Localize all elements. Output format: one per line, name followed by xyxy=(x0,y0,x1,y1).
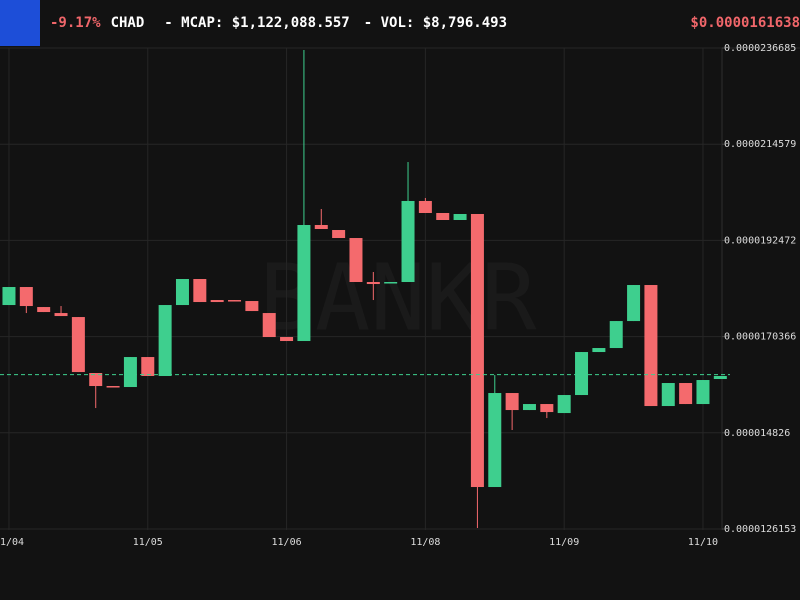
candle-body xyxy=(314,225,328,230)
y-tick-label: 0.0000170366 xyxy=(724,332,796,343)
candle-body xyxy=(71,317,85,373)
candle-body xyxy=(89,373,103,387)
market-cap: - MCAP: $1,122,088.557 xyxy=(164,15,350,31)
y-tick-label: 0.0000236685 xyxy=(724,43,796,54)
candle-body xyxy=(228,300,242,302)
candle-body xyxy=(245,301,259,312)
candle-body xyxy=(106,386,120,388)
price-change: -9.17% xyxy=(50,15,101,31)
candle-body xyxy=(19,287,33,307)
candle-body xyxy=(436,212,450,221)
candle-body xyxy=(2,287,16,306)
candle-body xyxy=(505,393,519,411)
candle-body xyxy=(592,348,606,353)
candle-body xyxy=(713,376,727,380)
candle-body xyxy=(262,313,276,338)
candle-body xyxy=(384,282,398,284)
current-price: $0.0000161638 xyxy=(690,15,800,31)
candle-body xyxy=(661,383,675,407)
candle-body xyxy=(696,380,710,405)
x-tick-label: 11/04 xyxy=(0,537,24,548)
candle-body xyxy=(141,357,155,377)
x-tick-label: 11/05 xyxy=(133,537,163,548)
y-tick-label: 0.0000192472 xyxy=(724,235,796,246)
x-tick-label: 11/09 xyxy=(549,537,579,548)
candle-body xyxy=(158,305,172,377)
token-icon xyxy=(0,0,40,46)
y-tick-label: 0.0000126153 xyxy=(724,524,796,535)
candle-body xyxy=(522,404,536,411)
candle-body xyxy=(644,285,658,407)
candle-body xyxy=(366,282,380,285)
y-tick-label: 0.000014826 xyxy=(724,428,790,439)
candle-body xyxy=(123,357,137,388)
candle-body xyxy=(401,200,415,283)
header: -9.17% CHAD - MCAP: $1,122,088.557 - VOL… xyxy=(0,0,800,46)
candle-body xyxy=(627,285,641,322)
candle-body xyxy=(37,307,51,313)
candle-body xyxy=(280,337,294,342)
candle-body xyxy=(453,213,467,221)
candle-body xyxy=(193,279,207,303)
candle-body xyxy=(557,395,571,414)
x-tick-label: 11/06 xyxy=(272,537,302,548)
candle-body xyxy=(470,213,484,488)
volume: - VOL: $8,796.493 xyxy=(363,15,508,31)
candle-body xyxy=(349,238,363,283)
candle-body xyxy=(297,225,311,342)
candle-body xyxy=(210,300,224,303)
token-symbol: CHAD xyxy=(110,15,145,31)
y-tick-label: 0.0000214579 xyxy=(724,139,796,150)
candle-body xyxy=(332,230,346,239)
x-tick-label: 11/08 xyxy=(410,537,440,548)
candle-body xyxy=(54,313,68,317)
candle-body xyxy=(488,393,502,488)
candle-body xyxy=(679,383,693,405)
candle-body xyxy=(418,200,432,213)
candle-body xyxy=(540,404,554,413)
x-tick-label: 11/10 xyxy=(688,537,718,548)
candle-body xyxy=(575,352,589,396)
candle-body xyxy=(175,279,189,306)
candle-body xyxy=(609,321,623,349)
